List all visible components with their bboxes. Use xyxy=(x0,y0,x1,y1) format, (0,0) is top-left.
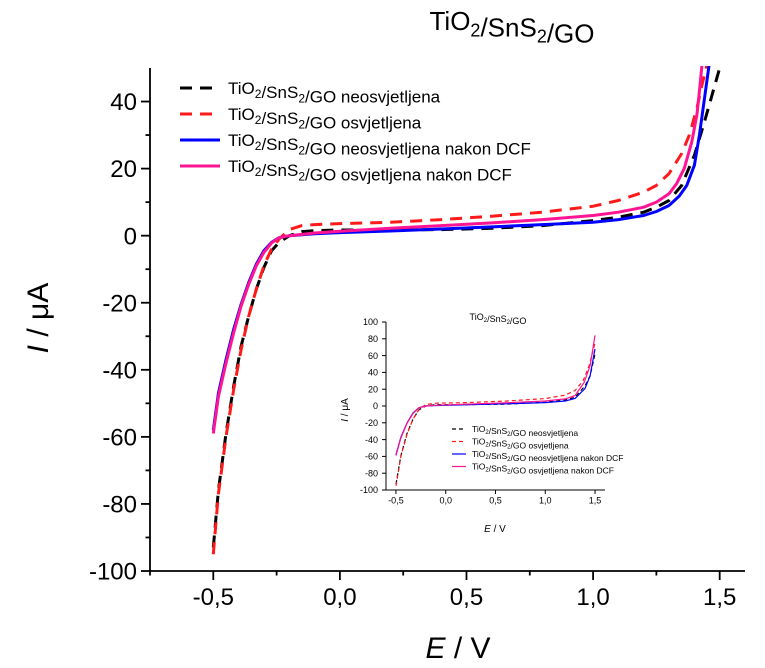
main-x-axis-label: E / V xyxy=(425,632,490,665)
main-x-axis-variable: E xyxy=(425,632,446,665)
inset-y-tick-label: 40 xyxy=(368,368,378,378)
inset-series-line-2 xyxy=(395,342,596,486)
main-axes: -100 -80 -60 -40 -20 0 20 40 -0,5 0,0 0,5 1,0 1,5 xyxy=(89,68,745,611)
main-x-tick-label: 1,0 xyxy=(576,584,609,611)
main-y-axis-variable: I xyxy=(22,345,55,353)
inset-y-axis-label: I / μA xyxy=(340,398,351,422)
main-y-tick-label: -60 xyxy=(102,425,137,452)
inset-x-tick-label: 0,5 xyxy=(489,495,502,505)
main-x-tick-label: 0,0 xyxy=(323,584,356,611)
main-x-axis-unit: / V xyxy=(446,632,491,665)
inset-x-tick-label: 1,0 xyxy=(539,495,552,505)
main-x-tick-label: 0,5 xyxy=(450,584,483,611)
legend-label: TiO2/SnS2/GO neosvjetljena xyxy=(472,424,578,438)
inset-y-tick-label: 80 xyxy=(368,334,378,344)
inset-x-tick-label: -0,5 xyxy=(388,495,404,505)
main-y-tick-label: -40 xyxy=(102,357,137,384)
main-plot-area xyxy=(211,66,722,555)
legend-label: TiO2/SnS2/GO osvjetljena xyxy=(472,436,569,450)
inset-y-tick-label: -40 xyxy=(365,435,378,445)
main-y-axis-unit: / μA xyxy=(22,283,55,345)
main-y-tick-label: -80 xyxy=(102,492,137,519)
main-y-tick-label: -100 xyxy=(89,559,137,586)
legend-label: TiO2/SnS2/GO neosvjetljena nakon DCF xyxy=(228,131,531,158)
inset-chart-title: TiO2/SnS2/GO xyxy=(470,312,527,326)
inset-y-axis-unit: / μA xyxy=(340,398,351,419)
inset-y-tick-label: 0 xyxy=(373,401,378,411)
inset-series-line-4 xyxy=(395,335,596,456)
inset-chart: TiO2/SnS2/GO I / μA E / V -100-80-60-40-… xyxy=(340,312,623,535)
main-chart-title: TiO2/SnS2/GO xyxy=(430,6,595,49)
inset-y-tick-label: -80 xyxy=(365,468,378,478)
inset-y-tick-label: -60 xyxy=(365,452,378,462)
main-y-axis-label: I / μA xyxy=(22,283,55,354)
inset-plot-area xyxy=(395,335,596,486)
main-y-tick-label: 20 xyxy=(110,156,137,183)
legend-label: TiO2/SnS2/GO osvjetljena xyxy=(228,105,422,132)
inset-y-tick-label: -100 xyxy=(360,485,378,495)
inset-y-tick-label: -20 xyxy=(365,418,378,428)
main-series-line-2 xyxy=(211,66,709,555)
inset-y-tick-label: 60 xyxy=(368,351,378,361)
legend-label: TiO2/SnS2/GO osvjetljena nakon DCF xyxy=(228,157,512,184)
legend-label: TiO2/SnS2/GO neosvjetljena nakon DCF xyxy=(472,449,623,463)
legend-label: TiO2/SnS2/GO neosvjetljena xyxy=(228,79,441,106)
inset-y-axis-variable: I xyxy=(340,419,351,422)
inset-x-tick-label: 1,5 xyxy=(589,495,602,505)
main-x-tick-label: -0,5 xyxy=(193,584,234,611)
main-y-tick-label: 40 xyxy=(110,89,137,116)
inset-axes: -100 -80 -60 -40 -20 0 20 40 60 80 100 -0,5 0,0 0,5 1,… xyxy=(360,317,605,505)
inset-y-tick-label: 100 xyxy=(363,317,378,327)
main-y-tick-label: 0 xyxy=(124,223,137,250)
inset-x-tick-label: 0,0 xyxy=(439,495,452,505)
main-series-line-4 xyxy=(211,66,704,434)
legend-label: TiO2/SnS2/GO osvjetljena nakon DCF xyxy=(472,461,614,475)
main-y-tick-label: -20 xyxy=(102,290,137,317)
main-x-tick-label: 1,5 xyxy=(703,584,736,611)
inset-x-axis-variable: E xyxy=(484,524,491,535)
inset-y-tick-label: 20 xyxy=(368,384,378,394)
inset-x-axis-label: E / V xyxy=(484,524,506,535)
inset-x-axis-unit: / V xyxy=(491,524,506,535)
